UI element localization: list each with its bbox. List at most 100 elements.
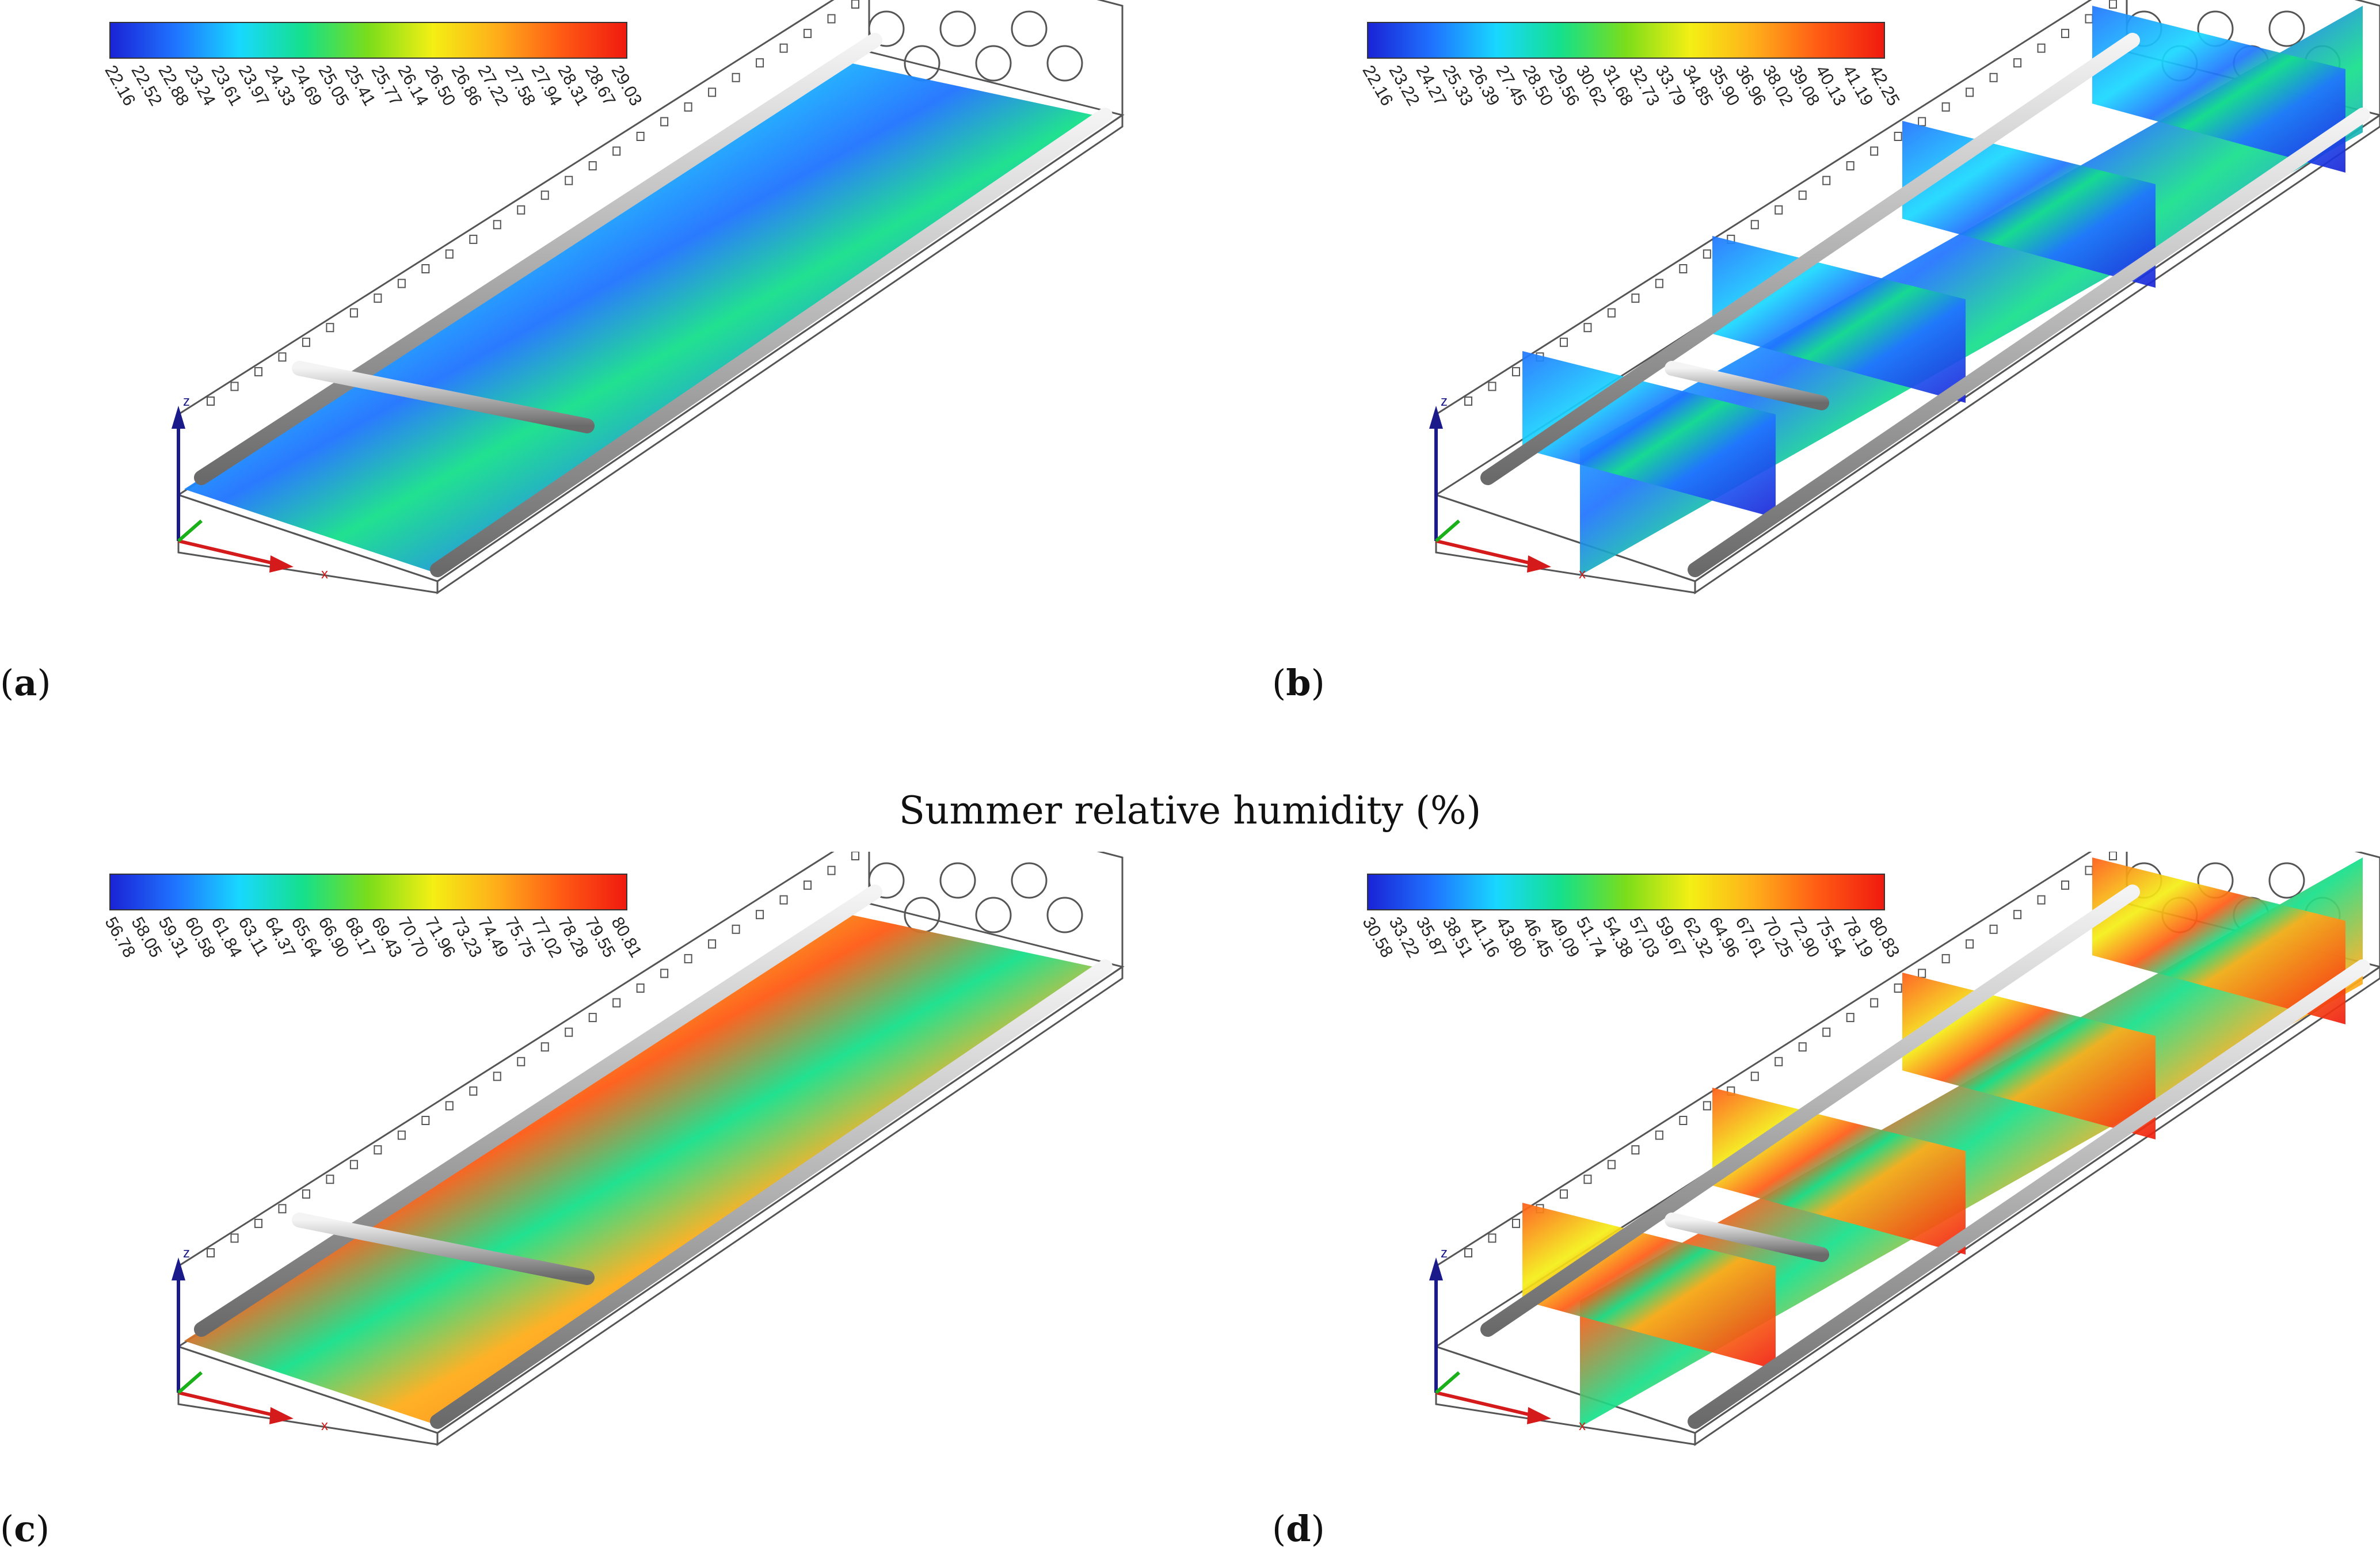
wall-vent xyxy=(1894,132,1902,141)
duct-circle xyxy=(1046,897,1083,933)
wall-vent xyxy=(779,895,788,905)
wall-vent xyxy=(851,0,859,9)
wall-vent xyxy=(230,1233,239,1243)
wall-vent xyxy=(827,866,836,875)
wall-vent xyxy=(326,1175,334,1184)
axis-z-label: z xyxy=(1441,394,1448,409)
wall-vent xyxy=(278,352,287,362)
wall-vent xyxy=(421,1116,430,1125)
pipe xyxy=(1480,885,2140,1337)
wall-vent xyxy=(1679,1116,1688,1125)
wall-vent xyxy=(349,308,358,318)
wall-vent xyxy=(1511,1218,1520,1228)
pipe xyxy=(1688,108,2370,577)
wall-vent xyxy=(397,279,406,288)
wall-vent xyxy=(254,367,262,376)
wall-vent xyxy=(2061,880,2070,890)
cabin-roof-outline xyxy=(1096,852,1124,967)
pipe xyxy=(1665,361,1829,410)
wall-vent xyxy=(421,264,430,273)
wall-vent xyxy=(1631,293,1640,303)
wall-vent xyxy=(588,161,597,171)
wall-vent xyxy=(1774,1057,1783,1066)
wall-vent xyxy=(612,998,621,1008)
wall-vent xyxy=(636,132,645,141)
axis-x-label: x xyxy=(321,1418,328,1434)
wall-vent xyxy=(2013,910,2022,920)
wall-vent xyxy=(1941,102,1950,112)
wall-vent xyxy=(756,58,764,68)
wall-vent xyxy=(1703,1101,1711,1111)
panel-label-letter: d xyxy=(1286,1508,1311,1550)
pipe xyxy=(1480,33,2140,485)
wall-vent xyxy=(1488,1233,1496,1243)
wall-vent xyxy=(540,190,549,200)
wall-vent xyxy=(540,1042,549,1052)
wall-vent xyxy=(588,1013,597,1023)
humidity-contour-slice xyxy=(2092,6,2345,173)
wall-vent xyxy=(207,397,215,406)
duct-circle xyxy=(904,897,940,933)
humidity-contour-slice xyxy=(2092,857,2345,1024)
wall-vent xyxy=(1559,1189,1568,1199)
wall-vent xyxy=(1966,87,1974,97)
wall-vent xyxy=(565,1027,573,1037)
wall-vent xyxy=(2037,43,2046,53)
wall-vent xyxy=(1703,249,1711,259)
wall-vent xyxy=(804,29,812,39)
humidity-contour-slice xyxy=(1522,351,1776,518)
colorbar xyxy=(1367,22,1885,59)
wall-vent xyxy=(2061,29,2070,39)
wall-vent xyxy=(1846,1013,1855,1023)
wall-vent xyxy=(374,293,382,303)
wall-vent xyxy=(1583,323,1592,333)
wall-vent xyxy=(326,323,334,333)
wall-vent xyxy=(708,87,717,97)
wall-vent xyxy=(1870,998,1879,1008)
pipe xyxy=(292,361,595,433)
duct-circle xyxy=(1046,45,1083,82)
wall-vent xyxy=(1774,205,1783,215)
axis-triad: zx xyxy=(1429,394,1586,582)
duct-circle xyxy=(975,45,1012,82)
panel-label: (c) xyxy=(0,1508,50,1550)
wall-vent xyxy=(2085,14,2093,24)
wall-vent xyxy=(1846,161,1855,171)
wall-vent xyxy=(1464,397,1472,406)
wall-vent xyxy=(1607,308,1616,318)
wall-vent xyxy=(1559,337,1568,347)
wall-vent xyxy=(207,1248,215,1257)
colorbar xyxy=(109,874,627,910)
wall-vent xyxy=(1655,279,1663,288)
wall-vent xyxy=(684,102,692,112)
wall-vent xyxy=(1989,924,1998,934)
humidity-contour-plane xyxy=(184,63,1094,573)
wall-vent xyxy=(660,969,669,978)
wall-vent xyxy=(302,337,310,347)
wall-vent xyxy=(2085,866,2093,875)
axis-x-label: x xyxy=(1579,1418,1586,1434)
duct-circle xyxy=(2268,862,2305,899)
pipe xyxy=(292,1213,595,1285)
wall-vent xyxy=(636,983,645,993)
wall-vent xyxy=(302,1189,310,1199)
wall-vent xyxy=(732,924,740,934)
pipe xyxy=(194,885,882,1337)
wall-vent xyxy=(1750,220,1759,230)
wall-vent xyxy=(1918,969,1926,978)
wall-vent xyxy=(517,1057,525,1066)
panel-b: 22.16 23.22 24.27 25.33 26.39 27.45 28.50 29.56… xyxy=(1258,0,2380,650)
panel-label: (a) xyxy=(0,662,51,704)
wall-vent xyxy=(2013,58,2022,68)
wall-vent xyxy=(2037,895,2046,905)
wall-vent xyxy=(1989,73,1998,82)
cabin-geometry: zx xyxy=(1429,852,2380,1446)
wall-vent xyxy=(1941,954,1950,963)
wall-vent xyxy=(1894,983,1902,993)
cabin-geometry: zx xyxy=(1429,0,2380,594)
panel-d: 30.58 33.22 35.87 38.51 41.16 43.80 46.45 49.09… xyxy=(1258,852,2380,1502)
panel-label: (b) xyxy=(1272,662,1325,704)
wall-vent xyxy=(660,117,669,127)
wall-vent xyxy=(1679,264,1688,273)
humidity-contour-slice xyxy=(1902,121,2156,288)
